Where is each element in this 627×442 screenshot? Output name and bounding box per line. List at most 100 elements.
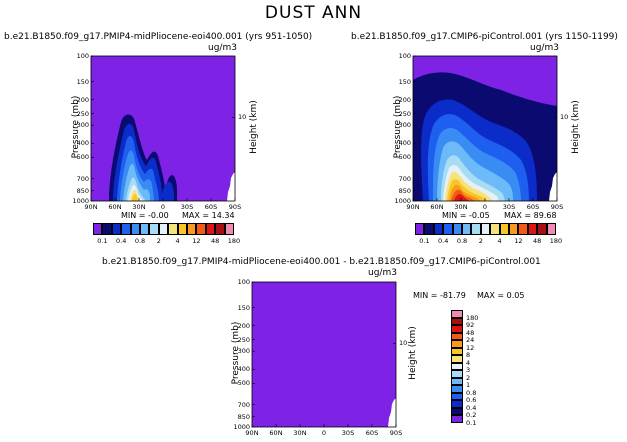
panel-3-colorbar-label: 92 [466, 321, 475, 330]
panel-1-colorbar-swatch [224, 223, 234, 235]
panel-1-colorbar-swatch [187, 223, 197, 235]
panel-2-ytick-label: 850 [398, 186, 411, 195]
panel-1-colorbar-label: 0.4 [116, 237, 127, 245]
panel-2-colorbar-swatch [462, 223, 472, 235]
panel-1-colorbar-swatch [215, 223, 225, 235]
panel-2-colorbar-swatch [452, 223, 462, 235]
panel-3-right-tick-label: 10 [399, 339, 408, 348]
panel-1-title: b.e21.B1850.f09_g17.PMIP4-midPliocene-eo… [4, 32, 313, 42]
panel-1-colorbar-swatch [158, 223, 169, 235]
panel-1-colorbar-label: 48 [211, 237, 220, 245]
panel-2-max-label: MAX = 89.68 [504, 211, 557, 220]
panel-3-colorbar-swatch [451, 325, 463, 333]
panel-3-colorbar-swatch [451, 392, 463, 401]
panel-1-colorbar-swatch [149, 223, 159, 235]
panel-3-colorbar-label: 0.1 [466, 419, 477, 427]
panel-2-xtick-label: 0 [482, 203, 488, 211]
panel-3-title: b.e21.B1850.f09_g17.PMIP4-midPliocene-eo… [102, 257, 541, 267]
panel-2-colorbar-label: 0.8 [456, 237, 468, 245]
panel-1-ytick-label: 850 [76, 186, 89, 195]
panel-1-colorbar [93, 223, 234, 235]
panel-1-colorbar-label: 4 [175, 237, 180, 245]
panel-2-colorbar-swatch [443, 223, 453, 235]
panel-1-xtick-label: 30S [180, 203, 194, 211]
panel-3-colorbar-label: 4 [466, 358, 471, 367]
panel-1-ylabel-right: Height (km) [249, 100, 259, 154]
panel-2-colorbar-swatch [424, 223, 434, 235]
panel-1-colorbar-swatch [196, 223, 206, 235]
panel-3-colorbar-swatch [451, 340, 463, 348]
panel-3-colorbar-swatch [451, 310, 463, 318]
panel-3-ytick-label: 150 [237, 303, 250, 312]
panel-3-background [252, 282, 396, 427]
panel-2-right-tick-label: 10 [560, 113, 569, 122]
panel-1-colorbar-swatch [93, 223, 103, 235]
panel-1-xtick-label: 90N [84, 203, 98, 211]
panel-2-plot [412, 55, 558, 202]
panel-1-colorbar-label: 12 [192, 237, 201, 245]
panel-2-colorbar-swatch [471, 223, 481, 235]
panel-2-ytick-label: 300 [398, 121, 411, 130]
panel-3-colorbar-label: 24 [466, 336, 475, 345]
panel-1-max-label: MAX = 14.34 [182, 211, 235, 220]
panel-2-colorbar-label: 12 [514, 237, 523, 245]
panel-2-ylabel-right: Height (km) [571, 100, 581, 154]
panel-2-ytick-label: 400 [398, 139, 411, 148]
panel-2-xtick-label: 90N [406, 203, 420, 211]
panel-2-colorbar-swatch [509, 223, 519, 235]
panel-1-colorbar-swatch [102, 223, 112, 235]
panel-2-colorbar-label: 4 [497, 237, 502, 245]
panel-1-contour-8 [132, 194, 138, 201]
panel-2-ytick-label: 200 [398, 95, 411, 104]
panel-1-right-tick-label: 10 [238, 113, 247, 122]
panel-3-colorbar [451, 310, 463, 423]
panel-3-colorbar-swatch [451, 347, 463, 356]
panel-2-ytick-label: 1000 [394, 197, 411, 205]
panel-3-xtick-label: 90S [389, 429, 403, 437]
panel-2-terrain [549, 172, 557, 201]
panel-2-ytick-label: 100 [398, 52, 411, 60]
panel-1-ytick-label: 300 [76, 121, 89, 130]
page-title: DUST ANN [264, 3, 363, 23]
panel-3-xtick-label: 60S [365, 429, 379, 437]
panel-1-colorbar-swatch [205, 223, 216, 235]
panel-2-colorbar-swatch [527, 223, 538, 235]
panel-3-ytick-label: 1000 [233, 423, 250, 431]
panel-3-ytick-label: 400 [237, 365, 250, 374]
panel-3-colorbar-swatch [451, 407, 463, 416]
panel-1-colorbar-swatch [177, 223, 187, 235]
panel-2-colorbar-swatch [480, 223, 491, 235]
panel-3-ytick-label: 850 [237, 412, 250, 421]
panel-1-colorbar-swatch [140, 223, 150, 235]
panel-1-colorbar-swatch [168, 223, 178, 235]
panel-3-ytick-label: 250 [237, 335, 250, 344]
panel-2-xtick-label: 60N [430, 203, 444, 211]
panel-1-min-label: MIN = -0.00 [121, 211, 169, 220]
panel-1-xtick-label: 30N [132, 203, 146, 211]
panel-3-colorbar-label: 12 [466, 343, 475, 352]
panel-3-xtick-label: 90N [245, 429, 259, 437]
panel-1-colorbar-label: 180 [227, 237, 241, 245]
panel-2-colorbar-swatch [490, 223, 500, 235]
panel-3-colorbar-label: 0.4 [466, 403, 477, 412]
panel-1-xtick-label: 90S [228, 203, 242, 211]
panel-3-colorbar-swatch [451, 362, 463, 371]
panel-1-ytick-label: 200 [76, 95, 89, 104]
panel-3-colorbar-swatch [451, 370, 463, 378]
panel-2-xtick-label: 60S [526, 203, 540, 211]
panel-2-ytick-label: 150 [398, 77, 411, 86]
panel-3-xtick-label: 0 [321, 429, 327, 437]
panel-2-colorbar-swatch [518, 223, 528, 235]
panel-2-min-label: MIN = -0.05 [442, 211, 490, 220]
panel-2-title: b.e21.B1850.f09_g17.CMIP6-piControl.001 … [351, 32, 618, 42]
panel-3-colorbar-label: 0.6 [466, 396, 477, 405]
panel-1-ytick-label: 700 [76, 174, 89, 183]
panel-1-colorbar-label: 2 [156, 237, 161, 245]
panel-1-plot [90, 55, 236, 202]
panel-3-colorbar-swatch [451, 400, 463, 408]
panel-3-ytick-label: 200 [237, 321, 250, 330]
panel-1-ytick-label: 100 [76, 52, 89, 60]
panel-3-colorbar-swatch [451, 385, 463, 393]
panel-3-colorbar-swatch [451, 377, 463, 386]
panel-3-plot [251, 281, 397, 428]
